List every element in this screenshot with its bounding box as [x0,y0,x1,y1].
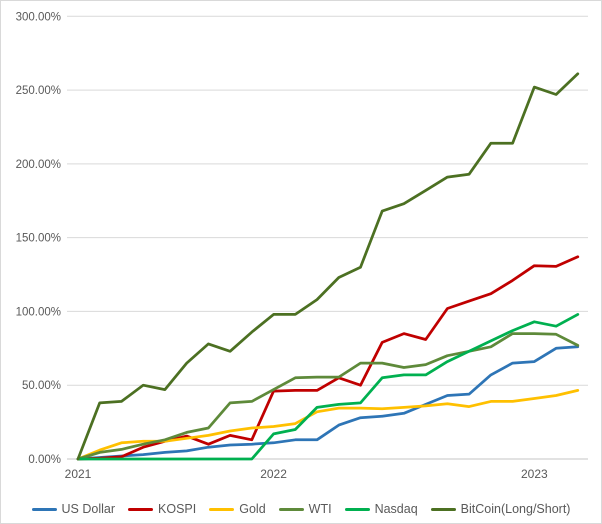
legend-swatch-bitcoin-long-short [430,507,456,511]
x-tick-label: 2022 [260,467,287,481]
legend-swatch-us-dollar [31,507,57,511]
legend-swatch-kospi [128,507,154,511]
legend-item-bitcoin-long-short: BitCoin(Long/Short) [430,502,571,516]
x-tick-label: 2023 [521,467,548,481]
y-tick-label: 0.00% [28,454,61,466]
y-tick-label: 250.00% [16,85,61,97]
gridlines [67,15,588,460]
legend-label: KOSPI [158,502,197,516]
series-line-wti [76,332,580,461]
series-line-us-dollar [76,345,580,461]
series-line-bitcoin-long-short [76,72,580,461]
legend-swatch-gold [209,507,235,511]
legend-item-gold: Gold [209,502,266,516]
y-tick-label: 150.00% [16,233,61,245]
legend-label: Gold [239,502,266,516]
legend-label: US Dollar [61,502,116,516]
plot-area: 0.00% 50.00% 100.00% 150.00% 200.00% 250.00% 3… [16,11,588,481]
x-tick-label: 2021 [65,467,92,481]
legend-item-nasdaq: Nasdaq [344,502,418,516]
y-tick-label: 300.00% [16,11,61,23]
legend-label: Nasdaq [374,502,418,516]
chart-legend: US Dollar KOSPI Gold WTI Nasdaq BitCoin(Long/… [1,502,601,516]
y-tick-label: 100.00% [16,306,61,318]
x-axis-labels: 2021 2022 2023 [65,467,548,481]
legend-item-wti: WTI [278,502,332,516]
series-line-gold [76,389,580,461]
legend-label: WTI [308,502,332,516]
legend-label: BitCoin(Long/Short) [460,502,571,516]
legend-swatch-wti [278,507,304,511]
legend-item-kospi: KOSPI [128,502,196,516]
y-axis-labels: 0.00% 50.00% 100.00% 150.00% 200.00% 250.00% 3… [16,11,61,466]
y-tick-label: 50.00% [22,380,61,392]
legend-swatch-nasdaq [344,507,370,511]
series-lines [76,72,580,461]
y-tick-label: 200.00% [16,159,61,171]
legend-item-us-dollar: US Dollar [31,502,116,516]
series-line-nasdaq [76,313,580,461]
